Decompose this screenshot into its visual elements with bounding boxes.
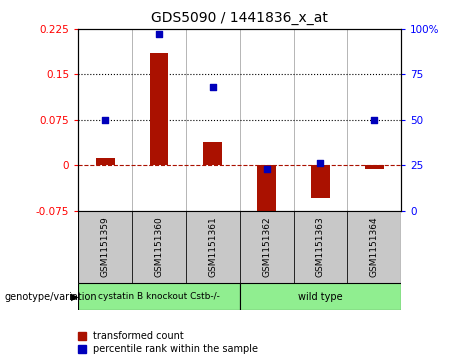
Point: [263, 166, 270, 172]
Bar: [150, 53, 168, 165]
Text: GSM1151361: GSM1151361: [208, 216, 217, 277]
Bar: [78, 283, 240, 310]
Bar: [96, 158, 115, 165]
Point: [371, 117, 378, 123]
Bar: [365, 165, 384, 170]
Bar: [240, 211, 294, 283]
Text: genotype/variation: genotype/variation: [5, 292, 97, 302]
Point: [101, 117, 109, 123]
Bar: [311, 165, 330, 199]
Bar: [203, 142, 222, 165]
Bar: [132, 211, 186, 283]
Text: wild type: wild type: [298, 292, 343, 302]
Title: GDS5090 / 1441836_x_at: GDS5090 / 1441836_x_at: [151, 11, 328, 25]
Point: [317, 160, 324, 166]
Legend: transformed count, percentile rank within the sample: transformed count, percentile rank withi…: [74, 327, 262, 358]
Text: ▶: ▶: [71, 292, 79, 302]
Bar: [186, 211, 240, 283]
Text: GSM1151359: GSM1151359: [101, 216, 110, 277]
Text: GSM1151364: GSM1151364: [370, 216, 378, 277]
Bar: [240, 283, 401, 310]
Text: cystatin B knockout Cstb-/-: cystatin B knockout Cstb-/-: [98, 292, 220, 301]
Point: [155, 32, 163, 37]
Text: GSM1151363: GSM1151363: [316, 216, 325, 277]
Bar: [78, 211, 132, 283]
Text: GSM1151360: GSM1151360: [154, 216, 164, 277]
Text: GSM1151362: GSM1151362: [262, 216, 271, 277]
Point: [209, 84, 217, 90]
Bar: [294, 211, 347, 283]
Bar: [347, 211, 401, 283]
Bar: [257, 165, 276, 220]
